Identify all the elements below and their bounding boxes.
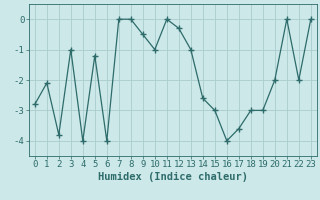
X-axis label: Humidex (Indice chaleur): Humidex (Indice chaleur) [98,172,248,182]
